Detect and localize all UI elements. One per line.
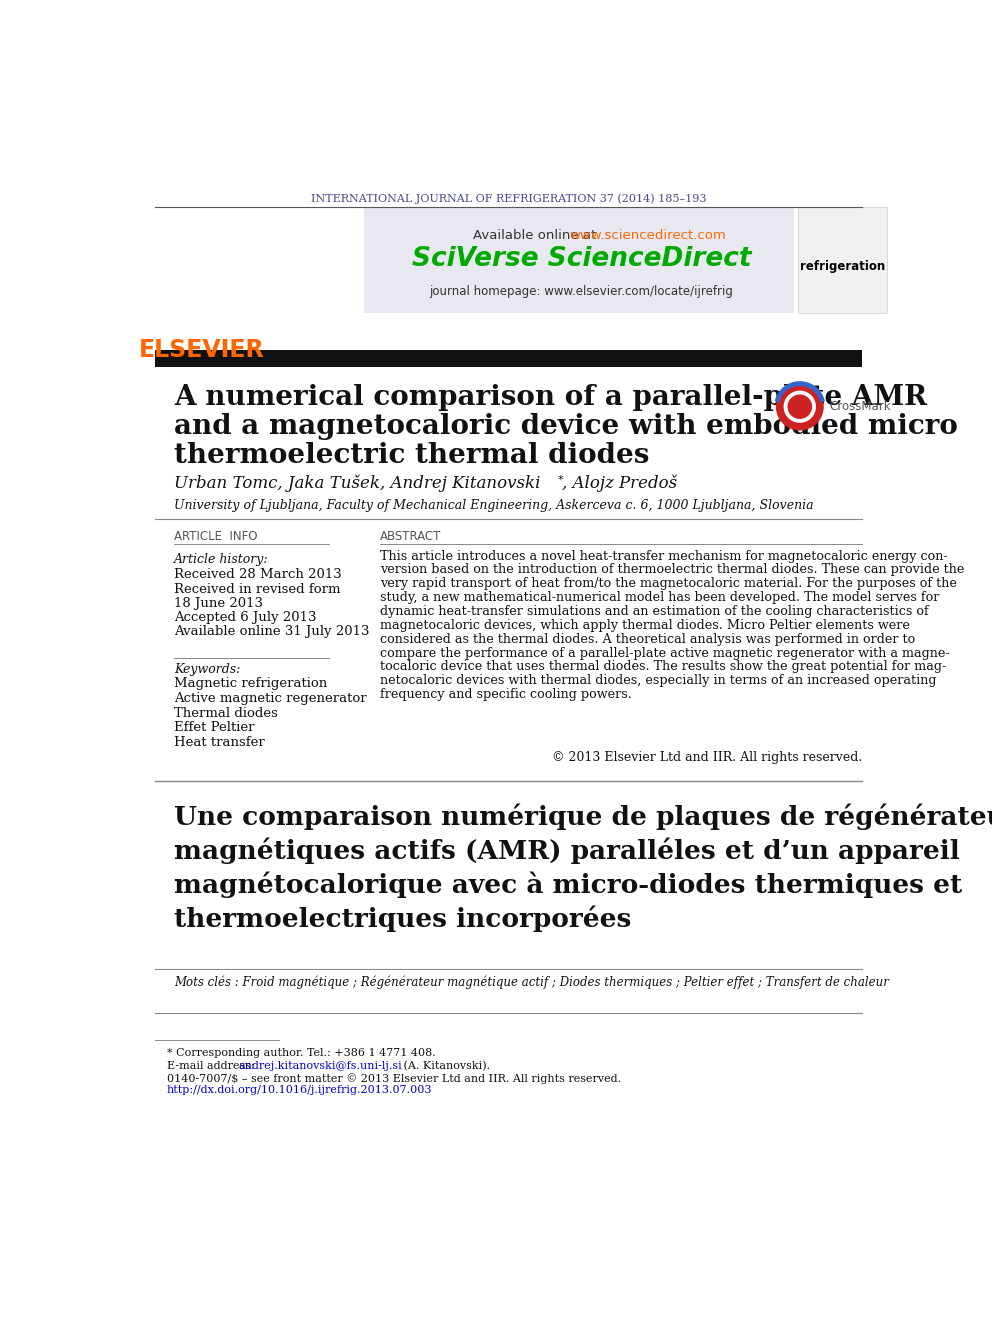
Text: *: *	[558, 475, 563, 484]
Text: Received 28 March 2013: Received 28 March 2013	[175, 568, 342, 581]
Text: version based on the introduction of thermoelectric thermal diodes. These can pr: version based on the introduction of the…	[380, 564, 964, 577]
Text: very rapid transport of heat from/to the magnetocaloric material. For the purpos: very rapid transport of heat from/to the…	[380, 577, 956, 590]
Text: frequency and specific cooling powers.: frequency and specific cooling powers.	[380, 688, 632, 701]
Text: E-mail address:: E-mail address:	[167, 1061, 258, 1070]
Text: netocaloric devices with thermal diodes, especially in terms of an increased ope: netocaloric devices with thermal diodes,…	[380, 675, 936, 688]
Text: Heat transfer: Heat transfer	[175, 736, 265, 749]
Text: Keywords:: Keywords:	[175, 663, 241, 676]
Text: tocaloric device that uses thermal diodes. The results show the great potential : tocaloric device that uses thermal diode…	[380, 660, 946, 673]
Circle shape	[785, 392, 815, 422]
Text: Magnetic refrigeration: Magnetic refrigeration	[175, 677, 327, 691]
Text: http://dx.doi.org/10.1016/j.ijrefrig.2013.07.003: http://dx.doi.org/10.1016/j.ijrefrig.201…	[167, 1085, 433, 1095]
Text: 18 June 2013: 18 June 2013	[175, 597, 263, 610]
Text: Accepted 6 July 2013: Accepted 6 July 2013	[175, 611, 316, 624]
Text: Thermal diodes: Thermal diodes	[175, 706, 278, 720]
Text: Effet Peltier: Effet Peltier	[175, 721, 255, 734]
Text: study, a new mathematical-numerical model has been developed. The model serves f: study, a new mathematical-numerical mode…	[380, 591, 939, 605]
Text: ELSEVIER: ELSEVIER	[139, 337, 264, 361]
Text: © 2013 Elsevier Ltd and IIR. All rights reserved.: © 2013 Elsevier Ltd and IIR. All rights …	[552, 751, 862, 765]
Text: dynamic heat-transfer simulations and an estimation of the cooling characteristi: dynamic heat-transfer simulations and an…	[380, 605, 929, 618]
Bar	[364, 206, 795, 312]
Text: refrigeration: refrigeration	[800, 261, 885, 273]
Text: Available online 31 July 2013: Available online 31 July 2013	[175, 624, 370, 638]
Text: magnétiques actifs (AMR) paralléles et d’un appareil: magnétiques actifs (AMR) paralléles et d…	[175, 837, 960, 864]
Text: considered as the thermal diodes. A theoretical analysis was performed in order : considered as the thermal diodes. A theo…	[380, 632, 915, 646]
Text: SciVerse ScienceDirect: SciVerse ScienceDirect	[412, 246, 751, 271]
Text: www.sciencedirect.com: www.sciencedirect.com	[569, 229, 726, 242]
Text: * Corresponding author. Tel.: +386 1 4771 408.: * Corresponding author. Tel.: +386 1 477…	[167, 1049, 435, 1058]
Text: Available online at: Available online at	[473, 229, 600, 242]
Bar	[799, 206, 888, 312]
Text: Urban Tomc, Jaka Tušek, Andrej Kitanovski: Urban Tomc, Jaka Tušek, Andrej Kitanovsk…	[175, 475, 541, 492]
Text: A numerical comparison of a parallel-plate AMR: A numerical comparison of a parallel-pla…	[175, 384, 928, 411]
Text: thermoelectriques incorporées: thermoelectriques incorporées	[175, 905, 632, 931]
Bar	[155, 349, 862, 366]
Text: Received in revised form: Received in revised form	[175, 582, 341, 595]
Text: Active magnetic regenerator: Active magnetic regenerator	[175, 692, 367, 705]
Circle shape	[789, 396, 811, 418]
Text: 0140-7007/$ – see front matter © 2013 Elsevier Ltd and IIR. All rights reserved.: 0140-7007/$ – see front matter © 2013 El…	[167, 1073, 621, 1084]
Text: Article history:: Article history:	[175, 553, 269, 566]
Text: This article introduces a novel heat-transfer mechanism for magnetocaloric energ: This article introduces a novel heat-tra…	[380, 549, 947, 562]
Text: (A. Kitanovski).: (A. Kitanovski).	[400, 1061, 490, 1072]
Text: and a magnetocaloric device with embodied micro: and a magnetocaloric device with embodie…	[175, 413, 958, 441]
Text: ABSTRACT: ABSTRACT	[380, 529, 441, 542]
Text: andrej.kitanovski@fs.uni-lj.si: andrej.kitanovski@fs.uni-lj.si	[239, 1061, 403, 1070]
Text: compare the performance of a parallel-plate active magnetic regenerator with a m: compare the performance of a parallel-pl…	[380, 647, 949, 660]
Text: Une comparaison numérique de plaques de régénérateurs: Une comparaison numérique de plaques de …	[175, 804, 992, 831]
Text: magnétocalorique avec à micro-diodes thermiques et: magnétocalorique avec à micro-diodes the…	[175, 872, 962, 898]
Text: journal homepage: www.elsevier.com/locate/ijrefrig: journal homepage: www.elsevier.com/locat…	[430, 284, 733, 298]
Circle shape	[777, 384, 823, 430]
Text: ARTICLE  INFO: ARTICLE INFO	[175, 529, 258, 542]
Text: , Alojz Predoš: , Alojz Predoš	[561, 475, 677, 492]
Text: CrossMark: CrossMark	[829, 400, 891, 413]
Text: University of Ljubljana, Faculty of Mechanical Engineering, Askerceva c. 6, 1000: University of Ljubljana, Faculty of Mech…	[175, 499, 814, 512]
Text: Mots clés : Froid magnétique ; Régénérateur magnétique actif ; Diodes thermiques: Mots clés : Froid magnétique ; Régénérat…	[175, 976, 889, 990]
Text: magnetocaloric devices, which apply thermal diodes. Micro Peltier elements were: magnetocaloric devices, which apply ther…	[380, 619, 910, 632]
Text: thermoelectric thermal diodes: thermoelectric thermal diodes	[175, 442, 650, 470]
Text: INTERNATIONAL JOURNAL OF REFRIGERATION 37 (2014) 185–193: INTERNATIONAL JOURNAL OF REFRIGERATION 3…	[310, 193, 706, 204]
